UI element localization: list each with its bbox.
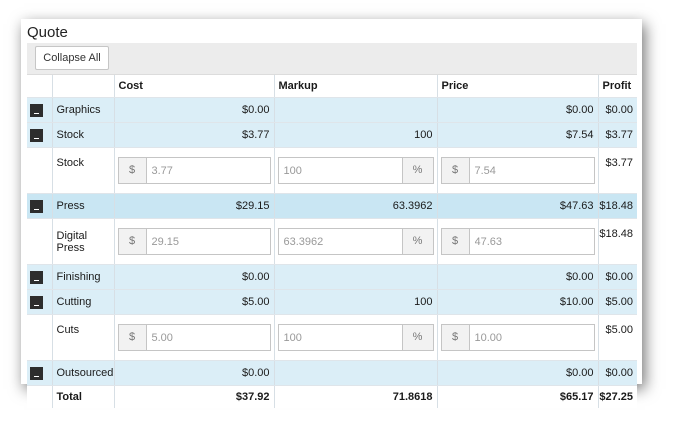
markup-value: 100 xyxy=(274,122,438,148)
markup-header: Markup xyxy=(274,75,438,98)
markup-input-group: % xyxy=(277,324,434,351)
total-cost: $37.92 xyxy=(114,385,275,408)
cost-value: $0.00 xyxy=(114,360,275,386)
price-input[interactable] xyxy=(469,325,594,350)
profit-value: $3.77 xyxy=(598,122,637,148)
collapse-all-button[interactable]: Collapse All xyxy=(35,46,109,70)
cost-input-group: $ xyxy=(117,324,271,351)
row-label: Press xyxy=(52,193,115,219)
dollar-prefix: $ xyxy=(118,158,147,183)
quote-table: Cost Markup Price Profit Graphics $0.00 … xyxy=(27,75,637,408)
cost-input-group: $ xyxy=(117,157,271,184)
total-price: $65.17 xyxy=(437,385,599,408)
price-value: $7.54 xyxy=(437,122,599,148)
percent-suffix: % xyxy=(401,229,433,254)
price-input-group: $ xyxy=(440,228,595,255)
table-header-row: Cost Markup Price Profit xyxy=(27,75,637,98)
row-label: Cuts xyxy=(52,314,115,361)
detail-row-digital-press: Digital Press $ % $ $18.48 xyxy=(27,218,637,265)
markup-value xyxy=(274,360,438,386)
section-row-graphics: Graphics $0.00 $0.00 $0.00 xyxy=(27,97,637,123)
price-input-group: $ xyxy=(440,324,595,351)
markup-input[interactable] xyxy=(278,158,402,183)
price-header: Price xyxy=(437,75,599,98)
total-markup: 71.8618 xyxy=(274,385,438,408)
markup-value xyxy=(274,264,438,290)
section-row-outsourced: Outsourced $0.00 $0.00 $0.00 xyxy=(27,360,637,386)
dollar-prefix: $ xyxy=(441,325,470,350)
markup-input-group: % xyxy=(277,228,434,255)
markup-input[interactable] xyxy=(278,325,402,350)
profit-value: $5.00 xyxy=(598,289,637,315)
price-value: $10.00 xyxy=(437,289,599,315)
quote-panel: Quote Collapse All Cost Markup Price Pro… xyxy=(21,19,642,408)
markup-value xyxy=(274,97,438,123)
price-input[interactable] xyxy=(469,158,594,183)
page-title: Quote xyxy=(27,24,68,41)
cost-input[interactable] xyxy=(146,229,270,254)
cost-value: $3.77 xyxy=(114,122,275,148)
profit-header: Profit xyxy=(598,75,637,98)
markup-value: 100 xyxy=(274,289,438,315)
price-input[interactable] xyxy=(469,229,594,254)
profit-value: $3.77 xyxy=(598,147,637,194)
toolbar: Collapse All xyxy=(27,43,637,75)
price-value: $0.00 xyxy=(437,97,599,123)
dollar-prefix: $ xyxy=(118,229,147,254)
collapse-icon[interactable] xyxy=(30,270,43,284)
markup-input-group: % xyxy=(277,157,434,184)
price-value: $47.63 xyxy=(437,193,599,219)
collapse-icon[interactable] xyxy=(30,366,43,380)
total-label: Total xyxy=(52,385,115,408)
profit-value: $0.00 xyxy=(598,264,637,290)
row-label: Stock xyxy=(52,147,115,194)
collapse-icon[interactable] xyxy=(30,295,43,309)
section-row-cutting: Cutting $5.00 100 $10.00 $5.00 xyxy=(27,289,637,315)
collapse-icon[interactable] xyxy=(30,128,43,142)
cost-header: Cost xyxy=(114,75,275,98)
row-label: Stock xyxy=(52,122,115,148)
cost-value: $5.00 xyxy=(114,289,275,315)
markup-value: 63.3962 xyxy=(274,193,438,219)
total-row: Total $37.92 71.8618 $65.17 $27.25 xyxy=(27,385,637,408)
detail-row-cuts: Cuts $ % $ $5.00 xyxy=(27,314,637,361)
section-row-finishing: Finishing $0.00 $0.00 $0.00 xyxy=(27,264,637,290)
cost-input[interactable] xyxy=(146,158,270,183)
cost-input[interactable] xyxy=(146,325,270,350)
profit-value: $5.00 xyxy=(598,314,637,361)
section-row-stock: Stock $3.77 100 $7.54 $3.77 xyxy=(27,122,637,148)
percent-suffix: % xyxy=(401,325,433,350)
detail-row-stock: Stock $ % $ $3.77 xyxy=(27,147,637,194)
dollar-prefix: $ xyxy=(441,158,470,183)
cost-value: $0.00 xyxy=(114,97,275,123)
collapse-icon[interactable] xyxy=(30,199,43,213)
profit-value: $0.00 xyxy=(598,360,637,386)
total-profit: $27.25 xyxy=(598,385,637,408)
collapse-icon[interactable] xyxy=(30,103,43,117)
row-label: Outsourced xyxy=(52,360,115,386)
cost-value: $0.00 xyxy=(114,264,275,290)
profit-value: $0.00 xyxy=(598,97,637,123)
row-label: Cutting xyxy=(52,289,115,315)
profit-value: $18.48 xyxy=(598,218,637,265)
price-input-group: $ xyxy=(440,157,595,184)
cost-value: $29.15 xyxy=(114,193,275,219)
price-value: $0.00 xyxy=(437,264,599,290)
row-label: Graphics xyxy=(52,97,115,123)
percent-suffix: % xyxy=(401,158,433,183)
dollar-prefix: $ xyxy=(441,229,470,254)
section-row-press: Press $29.15 63.3962 $47.63 $18.48 xyxy=(27,193,637,219)
profit-value: $18.48 xyxy=(598,193,637,219)
dollar-prefix: $ xyxy=(118,325,147,350)
row-label: Digital Press xyxy=(52,218,115,265)
markup-input[interactable] xyxy=(278,229,402,254)
row-label: Finishing xyxy=(52,264,115,290)
cost-input-group: $ xyxy=(117,228,271,255)
price-value: $0.00 xyxy=(437,360,599,386)
